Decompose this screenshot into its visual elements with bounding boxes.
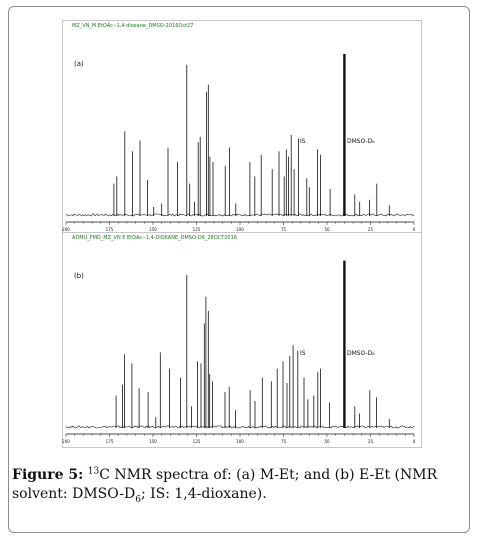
spectrum-baseline <box>65 425 415 429</box>
figure-caption-label: Figure 5: <box>12 467 84 483</box>
caption-text-tail: ; IS: 1,4-dioxane). <box>140 486 267 502</box>
panel-b-solvent-label: DMSO-D₆ <box>347 350 375 357</box>
axis-tick-label: 200 <box>62 439 70 444</box>
panel-a-is-label: IS <box>300 138 306 145</box>
axis-tick-label: 100 <box>236 439 244 444</box>
axis-tick-label: 150 <box>149 439 157 444</box>
axis-tick-label: 0 <box>413 439 416 444</box>
axis-tick-label: 25 <box>368 439 374 444</box>
axis-tick-label: 75 <box>281 227 287 232</box>
axis-tick-label: 125 <box>193 439 201 444</box>
panel-b-header: ADMU_FMD_MZ_VN E EtOAc--1,4-DIOXANE_DMSO… <box>72 235 237 241</box>
spectrum-b-plot: (b) IS DMSO-D₆ 200 175 150 125 100 75 50 25 0 <box>62 260 416 444</box>
caption-subscript: 6 <box>135 494 141 505</box>
figure-caption: Figure 5: 13C NMR spectra of: (a) M-Et; … <box>12 466 462 504</box>
spectrum-panel-a: MZ_VN_M EtOAc--1,4-dioxane_DMSO-2016Oct2… <box>62 20 422 236</box>
spectrum-panel-b: ADMU_FMD_MZ_VN E EtOAc--1,4-DIOXANE_DMSO… <box>62 232 422 448</box>
panel-a-solvent-label: DMSO-D₆ <box>347 138 375 145</box>
panel-a-header: MZ_VN_M EtOAc--1,4-dioxane_DMSO-2016Oct2… <box>72 23 194 29</box>
panel-b-label: (b) <box>74 272 84 280</box>
axis-tick-label: 175 <box>106 439 114 444</box>
axis-tick-label: 75 <box>281 439 287 444</box>
axis-tick-label: 200 <box>62 227 70 232</box>
axis-tick-label: 0 <box>413 227 416 232</box>
caption-text-main: C NMR spectra of: (a) M-Et; and (b) E-Et… <box>12 467 438 502</box>
spectrum-a-plot: (a) IS DMSO-D₆ 200 175 150 125 100 75 50 25 0 <box>62 54 416 232</box>
spectrum-baseline <box>65 213 415 217</box>
panel-b-border <box>62 232 422 448</box>
axis-tick-label: 175 <box>106 227 114 232</box>
caption-isotope-mass: 13 <box>87 466 100 477</box>
axis-tick-label: 25 <box>368 227 374 232</box>
panel-b-is-label: IS <box>300 350 306 357</box>
axis-tick-label: 125 <box>193 227 201 232</box>
axis-tick-label: 50 <box>324 439 330 444</box>
axis-tick-label: 100 <box>236 227 244 232</box>
panel-a-label: (a) <box>74 60 84 68</box>
axis-tick-label: 50 <box>324 227 330 232</box>
axis-tick-label: 150 <box>149 227 157 232</box>
